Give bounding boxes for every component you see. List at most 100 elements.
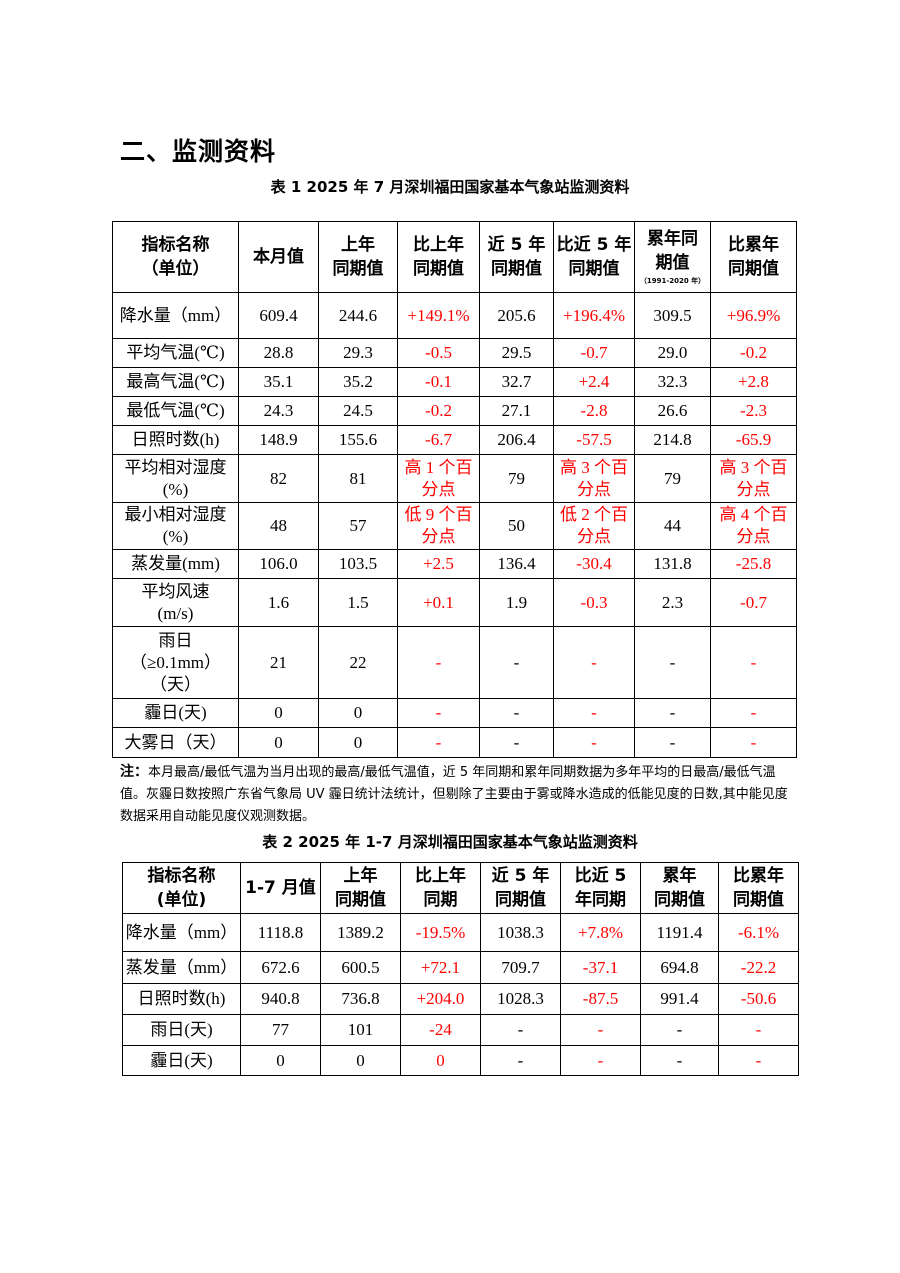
value-cell: 1.6 bbox=[238, 578, 319, 627]
value-cell: - bbox=[640, 1045, 719, 1076]
value-cell: 0 bbox=[318, 727, 398, 758]
table1-body: 降水量（mm） 609.4 244.6 +149.1% 205.6 +196.4% 309.… bbox=[112, 292, 797, 758]
table-row: 大雾日（天） 0 0- - - - - bbox=[112, 727, 797, 758]
value-cell: - bbox=[479, 698, 554, 728]
value-cell: - bbox=[479, 626, 554, 699]
value-cell: -6.1% bbox=[718, 913, 799, 952]
value-cell: 136.4 bbox=[479, 549, 554, 579]
table1-header-cell: 近 5 年 同期值 bbox=[479, 221, 554, 293]
value-cell: - bbox=[479, 727, 554, 758]
value-cell: +2.5 bbox=[397, 549, 480, 579]
value-cell: 106.0 bbox=[238, 549, 319, 579]
value-cell: - bbox=[634, 698, 711, 728]
value-cell: - bbox=[710, 626, 797, 699]
value-cell: 205.6 bbox=[479, 292, 554, 339]
value-cell: 1.9 bbox=[479, 578, 554, 627]
indicator-name-cell: 最低气温(℃) bbox=[112, 396, 239, 426]
value-cell: -0.2 bbox=[710, 338, 797, 368]
value-cell: - bbox=[640, 1014, 719, 1046]
header-label: 比累年 同期值 bbox=[728, 235, 779, 279]
table-row: 最高气温(℃) 35.1 35.2 -0.1 32.7 +2.4 32.3 +2.8 bbox=[112, 367, 797, 397]
table-row: 雨日(天) 77 101 -24- - - - bbox=[122, 1014, 799, 1046]
value-cell: 高 4 个百 分点 bbox=[710, 502, 797, 550]
value-cell: 940.8 bbox=[240, 983, 321, 1015]
value-cell: - bbox=[553, 626, 635, 699]
value-cell: -65.9 bbox=[710, 425, 797, 455]
value-cell: 79 bbox=[479, 454, 554, 503]
value-cell: +72.1 bbox=[400, 951, 481, 984]
value-cell: - bbox=[710, 727, 797, 758]
value-cell: 101 bbox=[320, 1014, 401, 1046]
header-label: 累年 同期值 bbox=[654, 866, 705, 910]
value-cell: 609.4 bbox=[238, 292, 319, 339]
value-cell: - bbox=[397, 727, 480, 758]
table2-header-cell: 指标名称 (单位) bbox=[122, 862, 241, 914]
value-cell: 29.5 bbox=[479, 338, 554, 368]
value-cell: 79 bbox=[634, 454, 711, 503]
value-cell: 1038.3 bbox=[480, 913, 561, 952]
header-label: 上年 同期值 bbox=[335, 866, 386, 910]
table-row: 平均气温(℃) 28.8 29.3 -0.5 29.5 -0.7 29.0 -0.2 bbox=[112, 338, 797, 368]
value-cell: +96.9% bbox=[710, 292, 797, 339]
value-cell: -19.5% bbox=[400, 913, 481, 952]
value-cell: 29.0 bbox=[634, 338, 711, 368]
value-cell: 48 bbox=[238, 502, 319, 550]
value-cell: 2.3 bbox=[634, 578, 711, 627]
table1-note: 注：本月最高/最低气温为当月出现的最高/最低气温值，近 5 年同期和累年同期数据… bbox=[120, 761, 800, 828]
indicator-name-cell: 平均相对湿度 (%) bbox=[112, 454, 239, 503]
value-cell: 26.6 bbox=[634, 396, 711, 426]
indicator-name-cell: 日照时数(h) bbox=[122, 983, 241, 1015]
header-label: 比上年 同期值 bbox=[413, 235, 464, 279]
header-label: 指标名称 （单位） bbox=[141, 235, 210, 279]
value-cell: +7.8% bbox=[560, 913, 641, 952]
table1-header-cell: 累年同 期值 （1991-2020 年） bbox=[634, 221, 711, 293]
section-title: 二、监测资料 bbox=[120, 137, 277, 166]
value-cell: 1191.4 bbox=[640, 913, 719, 952]
table-row: 日照时数(h) 148.9 155.6 -6.7 206.4 -57.5 214.8 -65.… bbox=[112, 425, 797, 455]
table-row: 平均相对湿度 (%) 82 81 高 1 个百 分点 79 高 3 个百 分点 79 高 3 … bbox=[112, 454, 797, 503]
value-cell: 244.6 bbox=[318, 292, 398, 339]
value-cell: 1028.3 bbox=[480, 983, 561, 1015]
table-row: 降水量（mm） 609.4 244.6 +149.1% 205.6 +196.4% 309.… bbox=[112, 292, 797, 339]
table1-header-row: 指标名称 （单位） 本月值 上年 同期值 比上年 同期值近 5 年 同期值 比近 5 年… bbox=[112, 221, 797, 293]
value-cell: -0.3 bbox=[553, 578, 635, 627]
value-cell: -0.7 bbox=[710, 578, 797, 627]
indicator-name-cell: 平均气温(℃) bbox=[112, 338, 239, 368]
header-label: 指标名称 (单位) bbox=[147, 866, 216, 910]
table-row: 日照时数(h) 940.8 736.8 +204.0 1028.3 -87.5 991.4-… bbox=[122, 983, 799, 1015]
table2-header-cell: 近 5 年 同期值 bbox=[480, 862, 561, 914]
header-label: 上年 同期值 bbox=[332, 235, 384, 279]
value-cell: 57 bbox=[318, 502, 398, 550]
value-cell: -50.6 bbox=[718, 983, 799, 1015]
value-cell: - bbox=[634, 727, 711, 758]
value-cell: 24.5 bbox=[318, 396, 398, 426]
value-cell: 736.8 bbox=[320, 983, 401, 1015]
header-label: 本月值 bbox=[253, 247, 304, 267]
value-cell: - bbox=[560, 1045, 641, 1076]
value-cell: -25.8 bbox=[710, 549, 797, 579]
value-cell: -57.5 bbox=[553, 425, 635, 455]
value-cell: +2.8 bbox=[710, 367, 797, 397]
value-cell: -87.5 bbox=[560, 983, 641, 1015]
value-cell: 1118.8 bbox=[240, 913, 321, 952]
indicator-name-cell: 日照时数(h) bbox=[112, 425, 239, 455]
value-cell: -0.7 bbox=[553, 338, 635, 368]
value-cell: - bbox=[480, 1014, 561, 1046]
header-label: 累年同 期值 bbox=[647, 229, 698, 273]
value-cell: 28.8 bbox=[238, 338, 319, 368]
value-cell: - bbox=[397, 626, 480, 699]
indicator-name-cell: 蒸发量(mm) bbox=[112, 549, 239, 579]
value-cell: +196.4% bbox=[553, 292, 635, 339]
table1-caption: 表 1 2025 年 7 月深圳福田国家基本气象站监测资料 bbox=[270, 178, 630, 196]
value-cell: 155.6 bbox=[318, 425, 398, 455]
indicator-name-cell: 雨日 （≥0.1mm） （天） bbox=[112, 626, 239, 699]
table-row: 雨日 （≥0.1mm） （天） 21 22- - - - - bbox=[112, 626, 797, 699]
value-cell: 82 bbox=[238, 454, 319, 503]
value-cell: 148.9 bbox=[238, 425, 319, 455]
table-row: 最低气温(℃) 24.3 24.5 -0.2 27.1 -2.8 26.6 -2.3 bbox=[112, 396, 797, 426]
value-cell: 高 3 个百 分点 bbox=[710, 454, 797, 503]
table2-header-cell: 累年 同期值 bbox=[640, 862, 719, 914]
note-text: 本月最高/最低气温为当月出现的最高/最低气温值，近 5 年同期和累年同期数据为多… bbox=[120, 765, 788, 824]
value-cell: -0.1 bbox=[397, 367, 480, 397]
header-label: 近 5 年 同期值 bbox=[487, 235, 546, 279]
